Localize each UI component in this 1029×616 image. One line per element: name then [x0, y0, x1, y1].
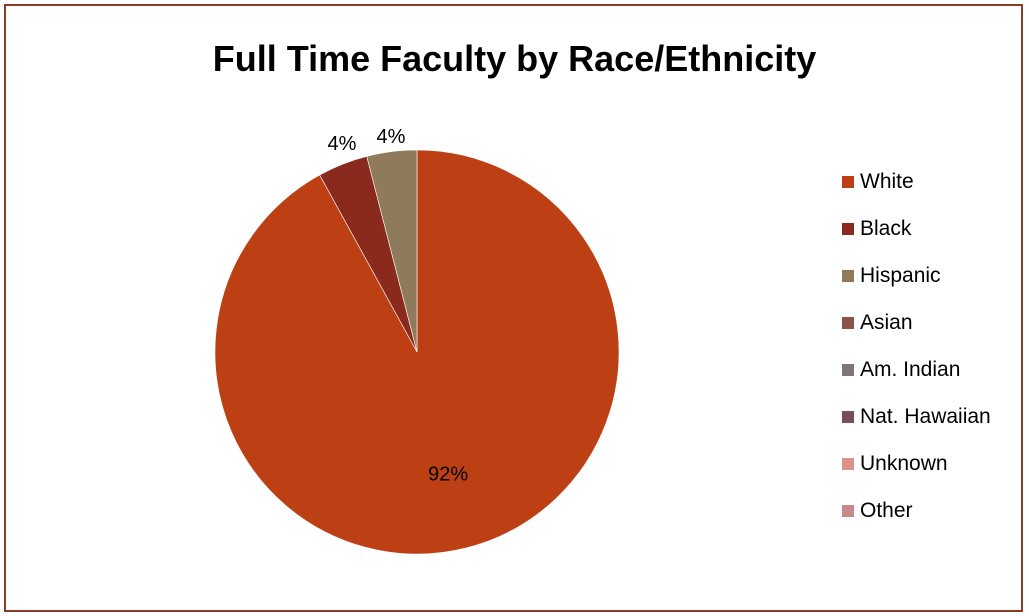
legend-label-asian: Asian [860, 311, 913, 334]
chart-title: Full Time Faculty by Race/Ethnicity [212, 38, 817, 79]
legend-item-white: White [842, 170, 991, 194]
legend-label-other: Other [860, 499, 913, 522]
legend-swatch-hispanic [842, 270, 854, 282]
legend-label-unknown: Unknown [860, 452, 948, 475]
legend: White Black Hispanic Asian Am. Indian Nat. Ha… [842, 170, 991, 546]
legend-swatch-white [842, 176, 854, 188]
legend-item-unknown: Unknown [842, 452, 991, 476]
legend-swatch-nat-hawaiian [842, 411, 854, 423]
legend-label-am-indian: Am. Indian [860, 358, 961, 381]
legend-label-hispanic: Hispanic [860, 264, 941, 287]
legend-item-black: Black [842, 217, 991, 241]
legend-swatch-asian [842, 317, 854, 329]
legend-item-other: Other [842, 499, 991, 523]
legend-item-am-indian: Am. Indian [842, 358, 991, 382]
legend-swatch-am-indian [842, 364, 854, 376]
legend-swatch-unknown [842, 458, 854, 470]
data-label-hispanic: 4% [377, 126, 406, 148]
legend-label-black: Black [860, 217, 912, 240]
data-label-black: 4% [328, 133, 357, 155]
pie-slice-hispanic [366, 149, 418, 353]
data-label-white: 92% [428, 463, 468, 485]
legend-label-white: White [860, 170, 914, 193]
legend-swatch-black [842, 223, 854, 235]
legend-item-hispanic: Hispanic [842, 264, 991, 288]
legend-label-nat-hawaiian: Nat. Hawaiian [860, 405, 991, 428]
legend-item-nat-hawaiian: Nat. Hawaiian [842, 405, 991, 429]
legend-item-asian: Asian [842, 311, 991, 335]
legend-swatch-other [842, 505, 854, 517]
